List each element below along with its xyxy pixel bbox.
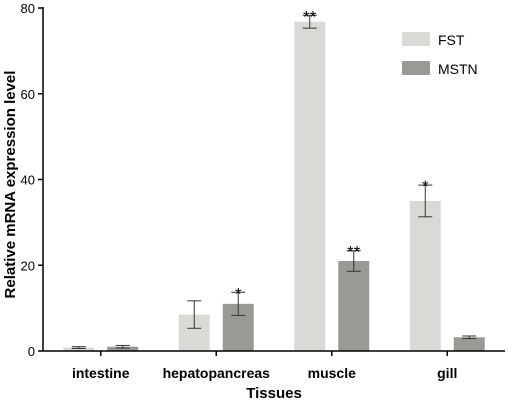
significance-layer: ****** — [235, 7, 429, 303]
legend: FST MSTN — [402, 32, 478, 77]
error-bars-layer — [71, 14, 477, 349]
legend-swatch-fst — [402, 32, 430, 46]
y-ticks: 0 20 40 60 80 — [21, 1, 43, 359]
y-tick-label: 80 — [21, 1, 35, 16]
bar-fst-muscle — [294, 21, 326, 351]
significance-mark: ** — [347, 243, 361, 262]
bar-fst-intestine — [63, 347, 95, 351]
y-tick-label: 20 — [21, 258, 35, 273]
legend-label-mstn: MSTN — [438, 61, 478, 77]
bars-layer — [63, 21, 485, 351]
bar-mstn-muscle — [338, 260, 370, 351]
x-category-label: intestine — [72, 365, 130, 381]
significance-mark: * — [235, 284, 242, 303]
y-axis-title: Relative mRNA expression level — [2, 71, 19, 299]
x-category-label: gill — [437, 365, 457, 381]
significance-mark: ** — [303, 7, 317, 26]
legend-label-fst: FST — [438, 32, 465, 48]
bar-fst-gill — [409, 200, 441, 351]
significance-mark: * — [422, 177, 429, 196]
y-tick-label: 0 — [28, 344, 35, 359]
y-tick-label: 60 — [21, 87, 35, 102]
x-category-label: hepatopancreas — [163, 365, 271, 381]
x-category-labels: intestine hepatopancreas muscle gill — [72, 351, 457, 381]
x-axis-title: Tissues — [246, 385, 302, 402]
legend-swatch-mstn — [402, 61, 430, 75]
bar-mstn-intestine — [107, 346, 139, 351]
x-category-label: muscle — [308, 365, 356, 381]
bar-mstn-gill — [453, 337, 485, 351]
y-tick-label: 40 — [21, 173, 35, 188]
